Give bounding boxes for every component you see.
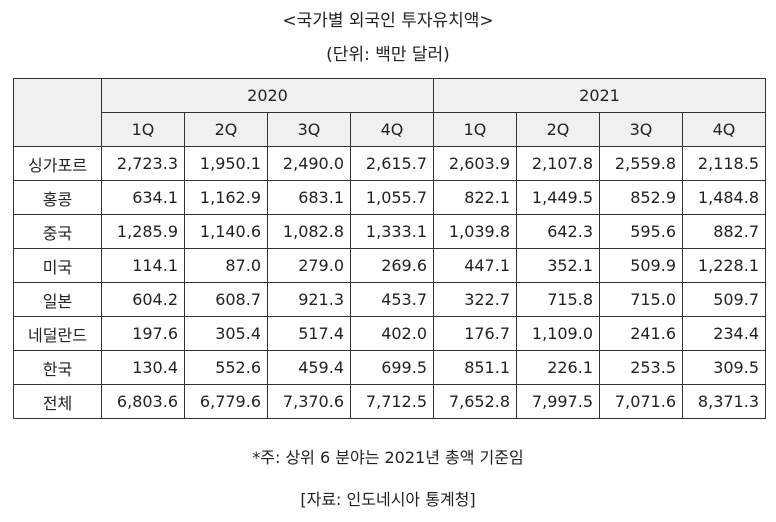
value-cell: 683.1 [267,180,351,215]
value-cell: 2,615.7 [350,146,434,181]
table-row: 싱가포르 2,723.3 1,950.1 2,490.0 2,615.7 2,603.9 2… [13,146,766,181]
quarter-header: 4Q [350,112,434,147]
value-cell: 176.7 [433,316,517,351]
row-label: 미국 [13,248,102,283]
quarter-header: 2Q [184,112,268,147]
value-cell: 604.2 [101,282,185,317]
value-cell: 279.0 [267,248,351,283]
investment-table: 2020 2021 1Q 2Q 3Q 4Q 1Q 2Q 3Q 4Q 싱가포르 2,… [13,78,766,419]
table-title: <국가별 외국인 투자유치액> [282,11,494,31]
value-cell: 1,082.8 [267,214,351,249]
value-cell: 595.6 [599,214,683,249]
row-label: 일본 [13,282,102,317]
quarter-header: 1Q [433,112,517,147]
row-label: 홍콩 [13,180,102,215]
value-cell: 2,118.5 [682,146,766,181]
year-header-2021: 2021 [433,78,766,113]
value-cell: 234.4 [682,316,766,351]
value-cell: 715.8 [516,282,600,317]
value-cell: 8,371.3 [682,384,766,419]
quarter-header: 3Q [599,112,683,147]
value-cell: 1,449.5 [516,180,600,215]
value-cell: 921.3 [267,282,351,317]
quarter-header: 3Q [267,112,351,147]
value-cell: 509.7 [682,282,766,317]
value-cell: 2,603.9 [433,146,517,181]
table-row: 중국 1,285.9 1,140.6 1,082.8 1,333.1 1,039.8 642… [13,214,766,249]
table-body: 싱가포르 2,723.3 1,950.1 2,490.0 2,615.7 2,603.9 2… [13,146,766,419]
value-cell: 642.3 [516,214,600,249]
value-cell: 130.4 [101,350,185,385]
value-cell: 2,559.8 [599,146,683,181]
value-cell: 197.6 [101,316,185,351]
value-cell: 6,779.6 [184,384,268,419]
row-label: 한국 [13,350,102,385]
year-header-2020: 2020 [101,78,434,113]
value-cell: 1,285.9 [101,214,185,249]
unit-caption: (단위: 백만 달러) [326,45,450,65]
value-cell: 509.9 [599,248,683,283]
table-row: 미국 114.1 87.0 279.0 269.6 447.1 352.1 509.9 1,22… [13,248,766,283]
table-row: 전체 6,803.6 6,779.6 7,370.6 7,712.5 7,652.8 7,9… [13,384,766,419]
row-label: 전체 [13,384,102,419]
value-cell: 517.4 [267,316,351,351]
table-row: 홍콩 634.1 1,162.9 683.1 1,055.7 822.1 1,449.5 85… [13,180,766,215]
row-label: 중국 [13,214,102,249]
value-cell: 7,997.5 [516,384,600,419]
value-cell: 7,071.6 [599,384,683,419]
value-cell: 269.6 [350,248,434,283]
value-cell: 1,140.6 [184,214,268,249]
quarter-header: 4Q [682,112,766,147]
value-cell: 1,039.8 [433,214,517,249]
source-note: [자료: 인도네시아 통계청] [300,490,476,509]
value-cell: 2,107.8 [516,146,600,181]
table-row: 일본 604.2 608.7 921.3 453.7 322.7 715.8 715.0 509… [13,282,766,317]
value-cell: 1,950.1 [184,146,268,181]
value-cell: 552.6 [184,350,268,385]
value-cell: 114.1 [101,248,185,283]
value-cell: 7,370.6 [267,384,351,419]
value-cell: 882.7 [682,214,766,249]
quarter-header: 2Q [516,112,600,147]
value-cell: 241.6 [599,316,683,351]
value-cell: 2,490.0 [267,146,351,181]
value-cell: 1,333.1 [350,214,434,249]
value-cell: 1,055.7 [350,180,434,215]
value-cell: 226.1 [516,350,600,385]
value-cell: 1,228.1 [682,248,766,283]
value-cell: 2,723.3 [101,146,185,181]
footnote: *주: 상위 6 분야는 2021년 총액 기준임 [252,448,524,467]
value-cell: 715.0 [599,282,683,317]
value-cell: 1,109.0 [516,316,600,351]
value-cell: 447.1 [433,248,517,283]
value-cell: 459.4 [267,350,351,385]
value-cell: 699.5 [350,350,434,385]
value-cell: 6,803.6 [101,384,185,419]
value-cell: 352.1 [516,248,600,283]
table-row: 네덜란드 197.6 305.4 517.4 402.0 176.7 1,109.0 241.… [13,316,766,351]
value-cell: 634.1 [101,180,185,215]
table-row: 한국 130.4 552.6 459.4 699.5 851.1 226.1 253.5 309… [13,350,766,385]
value-cell: 309.5 [682,350,766,385]
value-cell: 402.0 [350,316,434,351]
row-label: 싱가포르 [13,146,102,181]
value-cell: 851.1 [433,350,517,385]
value-cell: 1,162.9 [184,180,268,215]
value-cell: 7,712.5 [350,384,434,419]
value-cell: 453.7 [350,282,434,317]
value-cell: 852.9 [599,180,683,215]
value-cell: 322.7 [433,282,517,317]
value-cell: 7,652.8 [433,384,517,419]
value-cell: 1,484.8 [682,180,766,215]
quarter-header: 1Q [101,112,185,147]
value-cell: 822.1 [433,180,517,215]
value-cell: 253.5 [599,350,683,385]
corner-cell [13,78,102,147]
value-cell: 608.7 [184,282,268,317]
row-label: 네덜란드 [13,316,102,351]
value-cell: 305.4 [184,316,268,351]
value-cell: 87.0 [184,248,268,283]
